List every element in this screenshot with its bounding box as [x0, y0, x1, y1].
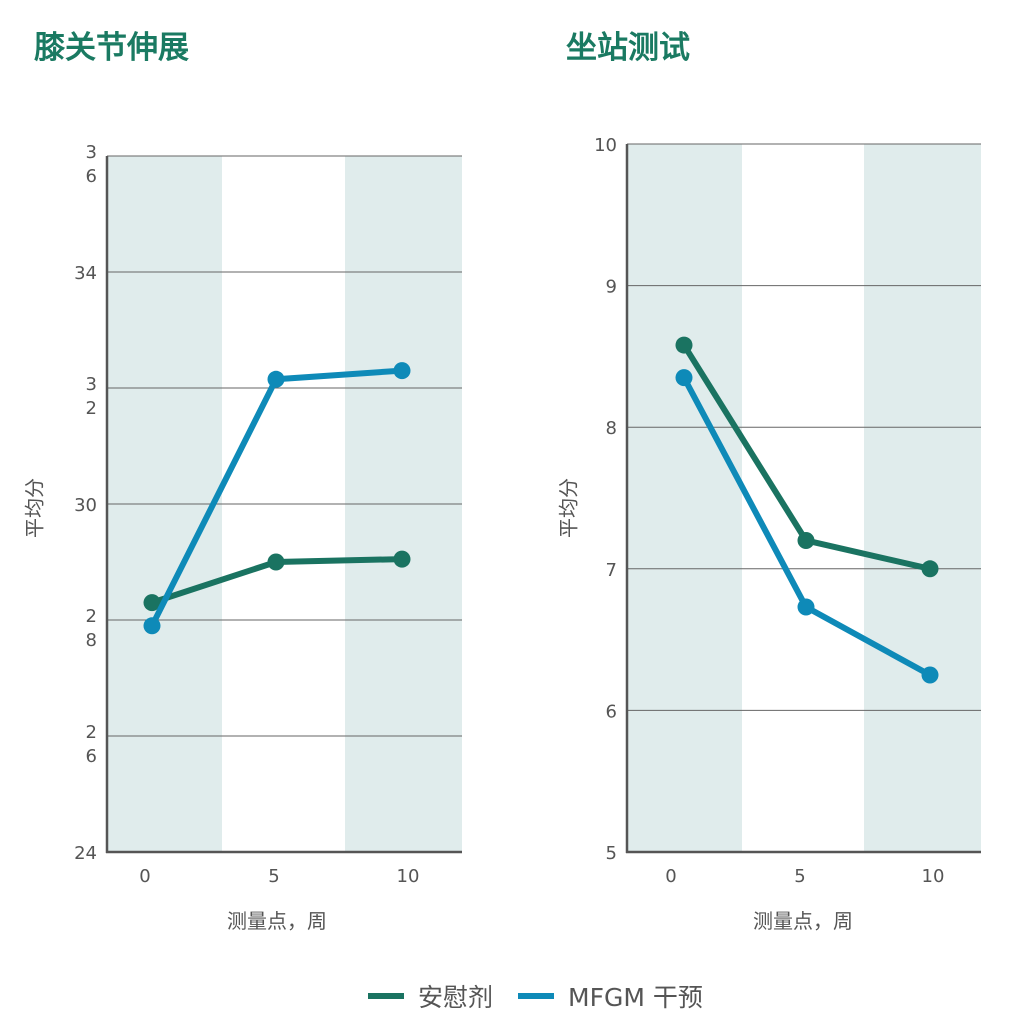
background-band: [627, 144, 742, 852]
y-tick-label: 7: [606, 560, 617, 581]
y-tick-label-line: 8: [86, 630, 97, 651]
y-tick-label-line: 8: [606, 418, 617, 439]
legend: 安慰剂 MFGM 干预: [0, 978, 1028, 1014]
legend-label-mfgm: MFGM 干预: [568, 983, 703, 1012]
y-tick-label-line: 24: [74, 843, 97, 864]
y-tick-label-line: 6: [86, 746, 97, 767]
mfgm-data-point: [143, 617, 161, 635]
legend-item-placebo: 安慰剂: [368, 978, 493, 1014]
y-tick-label: 24: [74, 843, 97, 864]
y-tick-label: 5: [606, 843, 617, 864]
x-tick-label: 0: [139, 866, 150, 887]
mfgm-data-point: [921, 666, 939, 684]
y-tick-label: 8: [606, 418, 617, 439]
placebo-data-point: [393, 550, 411, 568]
y-tick-label-line: 10: [594, 135, 617, 156]
y-tick-label-line: 7: [606, 560, 617, 581]
y-tick-label-line: 3: [86, 142, 97, 163]
y-tick-label-line: 5: [606, 843, 617, 864]
chart-title-sit-stand: 坐站测试: [566, 30, 690, 66]
legend-item-mfgm: MFGM 干预: [518, 978, 703, 1014]
y-tick-label-line: 6: [606, 701, 617, 722]
placebo-data-point: [921, 560, 939, 578]
y-axis-title: 平均分: [23, 478, 47, 538]
placebo-data-point: [143, 594, 161, 612]
y-tick-label-line: 30: [74, 495, 97, 516]
y-tick-label-line: 2: [86, 398, 97, 419]
y-tick-label-line: 34: [74, 263, 97, 284]
y-tick-label-line: 3: [86, 374, 97, 395]
sit-to-stand-chart: 10 9 8 7 6 5 0 5 10 测量点，周 平均分: [557, 135, 981, 933]
legend-swatch-placebo: [368, 993, 404, 999]
x-tick-label: 5: [794, 866, 805, 887]
x-tick-label: 10: [922, 866, 945, 887]
y-tick-label: 30: [74, 495, 97, 516]
mfgm-data-point: [267, 370, 285, 388]
y-tick-label: 6: [606, 701, 617, 722]
y-tick-label: 34: [74, 263, 97, 284]
y-axis-title: 平均分: [557, 478, 581, 538]
y-tick-label-line: 2: [86, 606, 97, 627]
mfgm-data-point: [675, 369, 693, 387]
x-tick-label: 10: [397, 866, 420, 887]
chart-title-knee: 膝关节伸展: [34, 30, 189, 66]
mfgm-data-point: [393, 362, 411, 380]
y-tick-label-line: 2: [86, 722, 97, 743]
x-axis-title: 测量点，周: [227, 909, 327, 933]
legend-label-placebo: 安慰剂: [418, 983, 494, 1012]
placebo-data-point: [267, 553, 285, 571]
y-tick-label-line: 9: [606, 277, 617, 298]
x-axis-title: 测量点，周: [753, 909, 853, 933]
y-tick-label: 10: [594, 135, 617, 156]
background-band: [864, 144, 981, 852]
x-tick-label: 0: [665, 866, 676, 887]
legend-swatch-mfgm: [518, 993, 554, 999]
placebo-data-point: [675, 336, 693, 354]
y-tick-label: 9: [606, 277, 617, 298]
y-tick-label-line: 6: [86, 166, 97, 187]
placebo-data-point: [797, 531, 815, 549]
x-tick-label: 5: [268, 866, 279, 887]
mfgm-data-point: [797, 598, 815, 616]
